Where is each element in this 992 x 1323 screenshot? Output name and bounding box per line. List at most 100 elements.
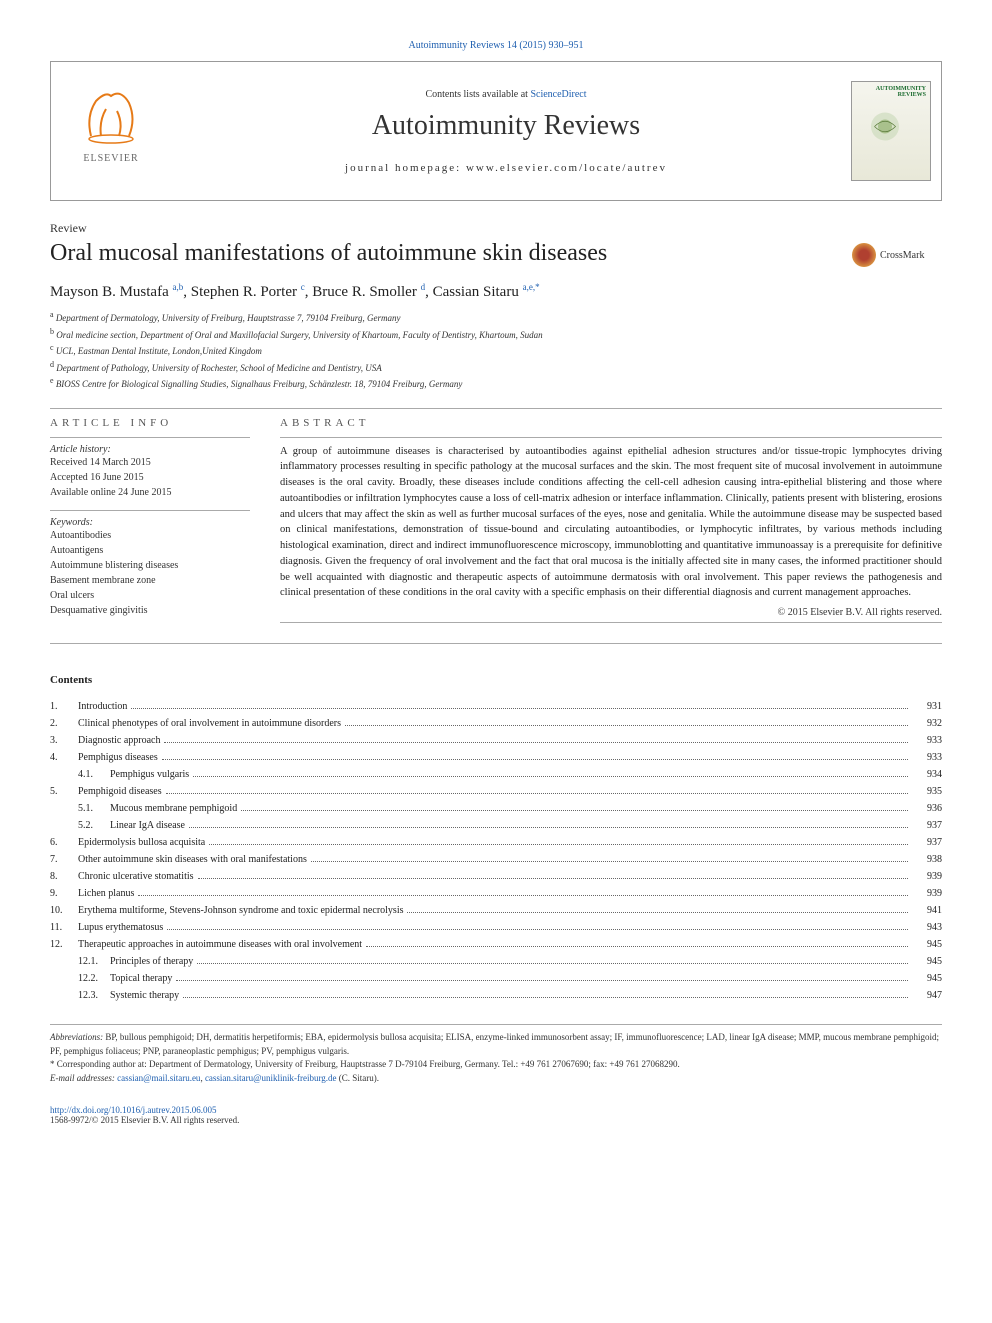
history-label: Article history: (50, 444, 250, 455)
keyword-item: Oral ulcers (50, 588, 250, 603)
toc-title: Lupus erythematosus (78, 919, 163, 936)
toc-page: 937 (912, 834, 942, 851)
svg-text:ELSEVIER: ELSEVIER (83, 153, 138, 164)
toc-row[interactable]: 4.Pemphigus diseases 933 (50, 749, 942, 766)
affiliation-line: b Oral medicine section, Department of O… (50, 326, 942, 343)
crossmark-badge[interactable]: CrossMark (852, 240, 942, 270)
toc-page: 941 (912, 902, 942, 919)
journal-cover-label: AUTOIMMUNITYREVIEWS (876, 86, 926, 98)
toc-title: Pemphigus vulgaris (110, 766, 189, 783)
toc-row[interactable]: 8.Chronic ulcerative stomatitis939 (50, 868, 942, 885)
header-center: Contents lists available at ScienceDirec… (171, 79, 841, 184)
journal-cover-thumbnail[interactable]: AUTOIMMUNITYREVIEWS (851, 81, 931, 181)
info-abstract-row: article info Article history: Received 1… (50, 417, 942, 624)
toc-row[interactable]: 10.Erythema multiforme, Stevens-Johnson … (50, 902, 942, 919)
toc-title: Diagnostic approach (78, 732, 160, 749)
sciencedirect-link[interactable]: ScienceDirect (530, 89, 586, 100)
table-of-contents: 1.Introduction9312.Clinical phenotypes o… (50, 698, 942, 1004)
toc-number: 12.1. (50, 953, 110, 970)
toc-leader-dots (189, 827, 908, 828)
toc-row[interactable]: 12.1.Principles of therapy 945 (50, 953, 942, 970)
toc-number: 6. (50, 834, 78, 851)
email-label: E-mail addresses: (50, 1073, 117, 1083)
toc-title: Pemphigus diseases (78, 749, 158, 766)
abstract-text: A group of autoimmune diseases is charac… (280, 444, 942, 602)
toc-number: 1. (50, 698, 78, 715)
doi-link[interactable]: http://dx.doi.org/10.1016/j.autrev.2015.… (50, 1105, 217, 1115)
history-item: Received 14 March 2015 (50, 455, 250, 470)
toc-number: 2. (50, 715, 78, 732)
toc-row[interactable]: 7.Other autoimmune skin diseases with or… (50, 851, 942, 868)
toc-title: Therapeutic approaches in autoimmune dis… (78, 936, 362, 953)
toc-page: 937 (912, 817, 942, 834)
elsevier-logo: ELSEVIER (71, 81, 151, 181)
toc-title: Principles of therapy (110, 953, 193, 970)
journal-homepage[interactable]: journal homepage: www.elsevier.com/locat… (181, 162, 831, 174)
email-line: E-mail addresses: cassian@mail.sitaru.eu… (50, 1072, 942, 1086)
toc-title: Clinical phenotypes of oral involvement … (78, 715, 341, 732)
toc-number: 4. (50, 749, 78, 766)
keywords-label: Keywords: (50, 517, 250, 528)
email-link-2[interactable]: cassian.sitaru@uniklinik-freiburg.de (205, 1073, 337, 1083)
toc-row[interactable]: 5.1.Mucous membrane pemphigoid 936 (50, 800, 942, 817)
divider (50, 643, 942, 644)
contents-available-text: Contents lists available at (425, 89, 530, 100)
keyword-item: Desquamative gingivitis (50, 603, 250, 618)
top-citation[interactable]: Autoimmunity Reviews 14 (2015) 930–951 (50, 40, 942, 51)
toc-title: Chronic ulcerative stomatitis (78, 868, 194, 885)
toc-page: 936 (912, 800, 942, 817)
keyword-item: Autoimmune blistering diseases (50, 558, 250, 573)
toc-row[interactable]: 11.Lupus erythematosus943 (50, 919, 942, 936)
affiliations: a Department of Dermatology, University … (50, 309, 942, 392)
footnotes: Abbreviations: BP, bullous pemphigoid; D… (50, 1024, 942, 1085)
abstract-label: abstract (280, 417, 942, 429)
keyword-item: Basement membrane zone (50, 573, 250, 588)
toc-title: Erythema multiforme, Stevens-Johnson syn… (78, 902, 403, 919)
toc-title: Introduction (78, 698, 127, 715)
article-type: Review (50, 221, 942, 236)
toc-row[interactable]: 3.Diagnostic approach933 (50, 732, 942, 749)
toc-row[interactable]: 12.Therapeutic approaches in autoimmune … (50, 936, 942, 953)
toc-leader-dots (241, 810, 908, 811)
affiliation-line: e BIOSS Centre for Biological Signalling… (50, 375, 942, 392)
toc-leader-dots (193, 776, 908, 777)
toc-row[interactable]: 4.1.Pemphigus vulgaris934 (50, 766, 942, 783)
toc-title: Pemphigoid diseases (78, 783, 162, 800)
toc-row[interactable]: 1.Introduction931 (50, 698, 942, 715)
toc-page: 933 (912, 749, 942, 766)
toc-leader-dots (138, 895, 908, 896)
article-title: Oral mucosal manifestations of autoimmun… (50, 240, 852, 267)
toc-row[interactable]: 5.Pemphigoid diseases935 (50, 783, 942, 800)
toc-number: 7. (50, 851, 78, 868)
page-container: Autoimmunity Reviews 14 (2015) 930–951 E… (0, 0, 992, 1155)
toc-row[interactable]: 5.2.Linear IgA disease937 (50, 817, 942, 834)
toc-leader-dots (183, 997, 908, 998)
affiliation-line: c UCL, Eastman Dental Institute, London,… (50, 342, 942, 359)
affiliation-line: a Department of Dermatology, University … (50, 309, 942, 326)
toc-row[interactable]: 12.3.Systemic therapy947 (50, 987, 942, 1004)
toc-leader-dots (209, 844, 908, 845)
email-link-1[interactable]: cassian@mail.sitaru.eu (117, 1073, 200, 1083)
toc-row[interactable]: 6.Epidermolysis bullosa acquisita937 (50, 834, 942, 851)
toc-page: 939 (912, 885, 942, 902)
toc-row[interactable]: 2.Clinical phenotypes of oral involvemen… (50, 715, 942, 732)
toc-row[interactable]: 12.2.Topical therapy945 (50, 970, 942, 987)
toc-number: 5.1. (50, 800, 110, 817)
keyword-item: Autoantigens (50, 543, 250, 558)
toc-page: 945 (912, 970, 942, 987)
toc-leader-dots (407, 912, 908, 913)
divider (50, 408, 942, 409)
toc-page: 947 (912, 987, 942, 1004)
toc-leader-dots (164, 742, 908, 743)
authors-line: Mayson B. Mustafa a,b, Stephen R. Porter… (50, 282, 942, 301)
crossmark-icon (852, 243, 876, 267)
toc-row[interactable]: 9.Lichen planus939 (50, 885, 942, 902)
toc-title: Linear IgA disease (110, 817, 185, 834)
toc-title: Mucous membrane pemphigoid (110, 800, 237, 817)
toc-page: 945 (912, 953, 942, 970)
toc-page: 934 (912, 766, 942, 783)
abbreviations-line: Abbreviations: BP, bullous pemphigoid; D… (50, 1031, 942, 1058)
journal-name: Autoimmunity Reviews (181, 110, 831, 142)
toc-page: 933 (912, 732, 942, 749)
toc-leader-dots (162, 759, 908, 760)
